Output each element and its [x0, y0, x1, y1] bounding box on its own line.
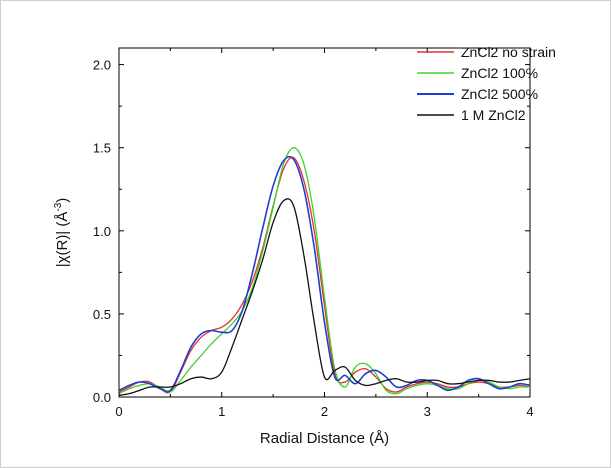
legend-label-zncl2-no-strain: ZnCl2 no strain [461, 44, 556, 60]
y-tick-label: 2.0 [93, 58, 111, 73]
y-tick-label: 1.5 [93, 141, 111, 156]
legend-label-zncl2-100: ZnCl2 100% [461, 65, 538, 81]
x-tick-label: 4 [526, 404, 533, 419]
series-line-zncl2-100 [118, 147, 531, 395]
series-line-1-m-zncl2 [118, 198, 531, 396]
y-axis-title: |χ(R)| (Å-3) [53, 198, 71, 268]
series-line-zncl2-500 [118, 155, 531, 393]
series-line-zncl2-no-strain [118, 156, 531, 394]
y-tick-label: 1.0 [93, 224, 111, 239]
y-axis-title-close: ) [54, 198, 71, 203]
y-tick-label: 0.5 [93, 307, 111, 322]
x-tick-label: 1 [218, 404, 225, 419]
x-tick-label: 0 [115, 404, 122, 419]
x-axis-title: Radial Distance (Å) [260, 430, 389, 447]
x-tick-label: 2 [321, 404, 328, 419]
legend-label-1-m-zncl2: 1 M ZnCl2 [461, 107, 526, 123]
legend: ZnCl2 no strain ZnCl2 100% ZnCl2 500% 1 M Z… [417, 44, 556, 123]
legend-label-zncl2-500: ZnCl2 500% [461, 86, 538, 102]
axes-layer: Radial Distance (Å) |χ(R)| (Å-3) 0 1 2 3 4 0.… [53, 48, 534, 447]
series-layer [118, 147, 531, 396]
x-tick-label: 3 [424, 404, 431, 419]
y-tick-label: 0.0 [93, 390, 111, 405]
y-axis-title-sup: -3 [53, 202, 64, 211]
y-axis-title-main: |χ(R)| (Å [54, 212, 71, 268]
